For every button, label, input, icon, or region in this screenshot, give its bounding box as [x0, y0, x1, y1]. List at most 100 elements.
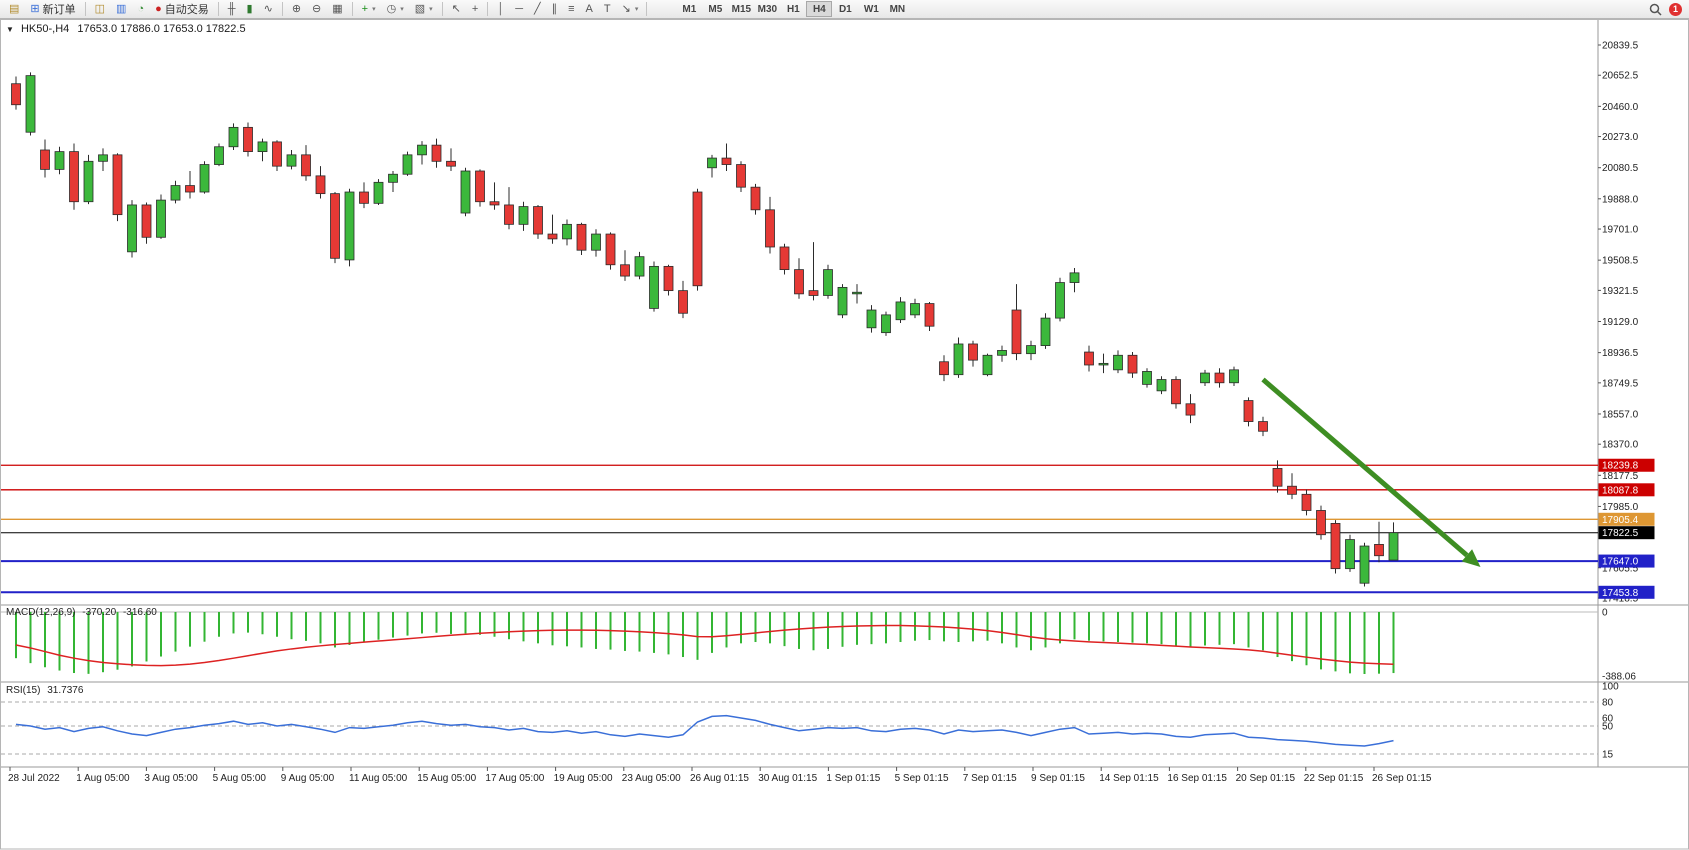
toolbar-separator	[487, 2, 489, 16]
rsi-line	[15, 714, 1394, 747]
fibonacci-icon: ≡	[568, 3, 575, 15]
price-axis[interactable]: 20839.5 20652.5 20460.0 20273.0 20080.5 19888…	[1598, 41, 1655, 761]
candlestick-chart-button[interactable]: ▮	[242, 1, 258, 17]
svg-text:20080.5: 20080.5	[1602, 163, 1639, 174]
text-label-button[interactable]: T	[599, 1, 616, 17]
periods-button[interactable]: ◷ ▾	[382, 1, 409, 17]
vertical-line-icon: │	[497, 3, 505, 15]
timeframe-mn-button[interactable]: MN	[884, 1, 910, 17]
vertical-line-button[interactable]: │	[492, 1, 509, 17]
search-icon[interactable]	[1649, 3, 1662, 16]
bar-chart-icon: ╫	[227, 3, 236, 15]
toolbar-separator	[646, 2, 648, 16]
crosshair-button[interactable]: +	[467, 1, 483, 17]
navigator-icon: ◔	[137, 3, 145, 15]
indicators-button[interactable]: + ▾	[357, 1, 381, 17]
new-order-button-label: 新订单	[42, 4, 76, 16]
svg-text:5 Sep 01:15: 5 Sep 01:15	[895, 773, 949, 784]
timeframe-m30-button[interactable]: M30	[754, 1, 780, 17]
timeframe-m1-button[interactable]: M1	[676, 1, 702, 17]
text-button[interactable]: A	[581, 1, 598, 17]
svg-text:5 Aug 05:00: 5 Aug 05:00	[213, 773, 267, 784]
rsi-indicator-name: RSI(15)	[6, 685, 41, 696]
svg-text:28 Jul 2022: 28 Jul 2022	[8, 773, 60, 784]
arrows-button[interactable]: ↘ ▾	[617, 1, 644, 17]
svg-text:23 Aug 05:00: 23 Aug 05:00	[622, 773, 681, 784]
equidistant-channel-button[interactable]: ∥	[547, 1, 563, 17]
timeframe-w1-button[interactable]: W1	[858, 1, 884, 17]
chart-frame	[0, 19, 1689, 850]
svg-text:18177.5: 18177.5	[1602, 471, 1639, 482]
market-watch-button[interactable]: ▥	[111, 1, 131, 17]
crosshair-icon: +	[471, 3, 479, 15]
text-label-icon: T	[603, 3, 611, 15]
trendline-button[interactable]: ╱	[529, 1, 546, 17]
svg-text:22 Sep 01:15: 22 Sep 01:15	[1304, 773, 1364, 784]
zoom-out-button[interactable]: ⊖	[307, 1, 326, 17]
autotrading-button[interactable]: ● 自动交易	[150, 1, 214, 17]
chart-symbol-period: HK50-,H4	[20, 23, 70, 35]
trend-arrow[interactable]	[1261, 377, 1481, 568]
svg-text:19 Aug 05:00: 19 Aug 05:00	[554, 773, 613, 784]
horizontal-line-button[interactable]: ─	[510, 1, 528, 17]
timeframe-m15-button[interactable]: M15	[728, 1, 754, 17]
macd-indicator-name: MACD(12,26,9)	[6, 607, 76, 618]
svg-text:17418.5: 17418.5	[1602, 594, 1639, 605]
new-order-button[interactable]: ⊞ 新订单	[25, 1, 80, 17]
zoom-in-icon: ⊕	[291, 3, 302, 15]
time-axis[interactable]: 28 Jul 2022 1 Aug 05:00 3 Aug 05:00 5 Aug 0…	[8, 767, 1432, 784]
svg-text:20460.0: 20460.0	[1602, 102, 1639, 113]
price-tag: 17453.8	[1598, 585, 1655, 599]
price-tag: 17647.0	[1598, 554, 1655, 568]
zoom-in-button[interactable]: ⊕	[287, 1, 306, 17]
svg-text:80: 80	[1602, 698, 1614, 709]
line-chart-button[interactable]: ∿	[259, 1, 278, 17]
toolbar-separator	[84, 2, 86, 16]
macd-signal-value: -316.60	[122, 607, 157, 618]
cursor-button[interactable]: ↖	[447, 1, 466, 17]
toolbar-separator	[281, 2, 283, 16]
chart-windows-button[interactable]: ◫	[90, 1, 110, 17]
text-icon: A	[585, 3, 593, 15]
svg-text:15: 15	[1602, 750, 1614, 761]
svg-text:17605.5: 17605.5	[1602, 563, 1639, 574]
svg-text:18087.8: 18087.8	[1602, 485, 1639, 496]
timeframe-h1-button[interactable]: H1	[780, 1, 806, 17]
toolbar-separator	[441, 2, 443, 16]
indicators-icon: +	[361, 3, 369, 15]
svg-text:20652.5: 20652.5	[1602, 71, 1639, 82]
svg-text:20273.0: 20273.0	[1602, 132, 1639, 143]
tile-windows-button[interactable]: ▦	[327, 1, 347, 17]
navigator-button[interactable]: ◔	[132, 1, 149, 17]
svg-text:17905.4: 17905.4	[1602, 515, 1639, 526]
chart-windows-icon: ◫	[94, 3, 106, 15]
svg-text:26 Sep 01:15: 26 Sep 01:15	[1372, 773, 1432, 784]
svg-text:30 Aug 01:15: 30 Aug 01:15	[758, 773, 817, 784]
timeframe-h4-button[interactable]: H4	[806, 1, 833, 17]
toolbar-separator	[217, 2, 219, 16]
svg-text:15 Aug 05:00: 15 Aug 05:00	[417, 773, 476, 784]
notification-badge[interactable]: 1	[1669, 2, 1682, 16]
svg-text:16 Sep 01:15: 16 Sep 01:15	[1167, 773, 1227, 784]
svg-text:19129.0: 19129.0	[1602, 317, 1639, 328]
price-tag: 17822.5	[1598, 526, 1655, 540]
templates-button[interactable]: ▧ ▾	[410, 1, 438, 17]
svg-text:100: 100	[1602, 682, 1619, 693]
svg-text:0: 0	[1602, 608, 1608, 619]
candles-layer	[11, 72, 1399, 587]
timeframe-group: M1 M5 M15 M30 H1 H4 D1 W1 MN	[676, 1, 910, 17]
macd-histogram	[1, 611, 1598, 675]
new-chart-button[interactable]: ▤	[4, 1, 24, 17]
bar-chart-button[interactable]: ╫	[223, 1, 241, 17]
svg-text:19508.5: 19508.5	[1602, 256, 1639, 267]
rsi-value: 31.7376	[47, 685, 84, 696]
timeframe-m5-button[interactable]: M5	[702, 1, 728, 17]
svg-text:19701.0: 19701.0	[1602, 225, 1639, 236]
fibonacci-button[interactable]: ≡	[563, 1, 579, 17]
svg-text:60: 60	[1602, 714, 1614, 725]
price-tag: 18087.8	[1598, 483, 1655, 497]
timeframe-d1-button[interactable]: D1	[832, 1, 858, 17]
collapse-triangle-icon[interactable]: ▼	[6, 25, 14, 34]
svg-text:20839.5: 20839.5	[1602, 41, 1639, 52]
